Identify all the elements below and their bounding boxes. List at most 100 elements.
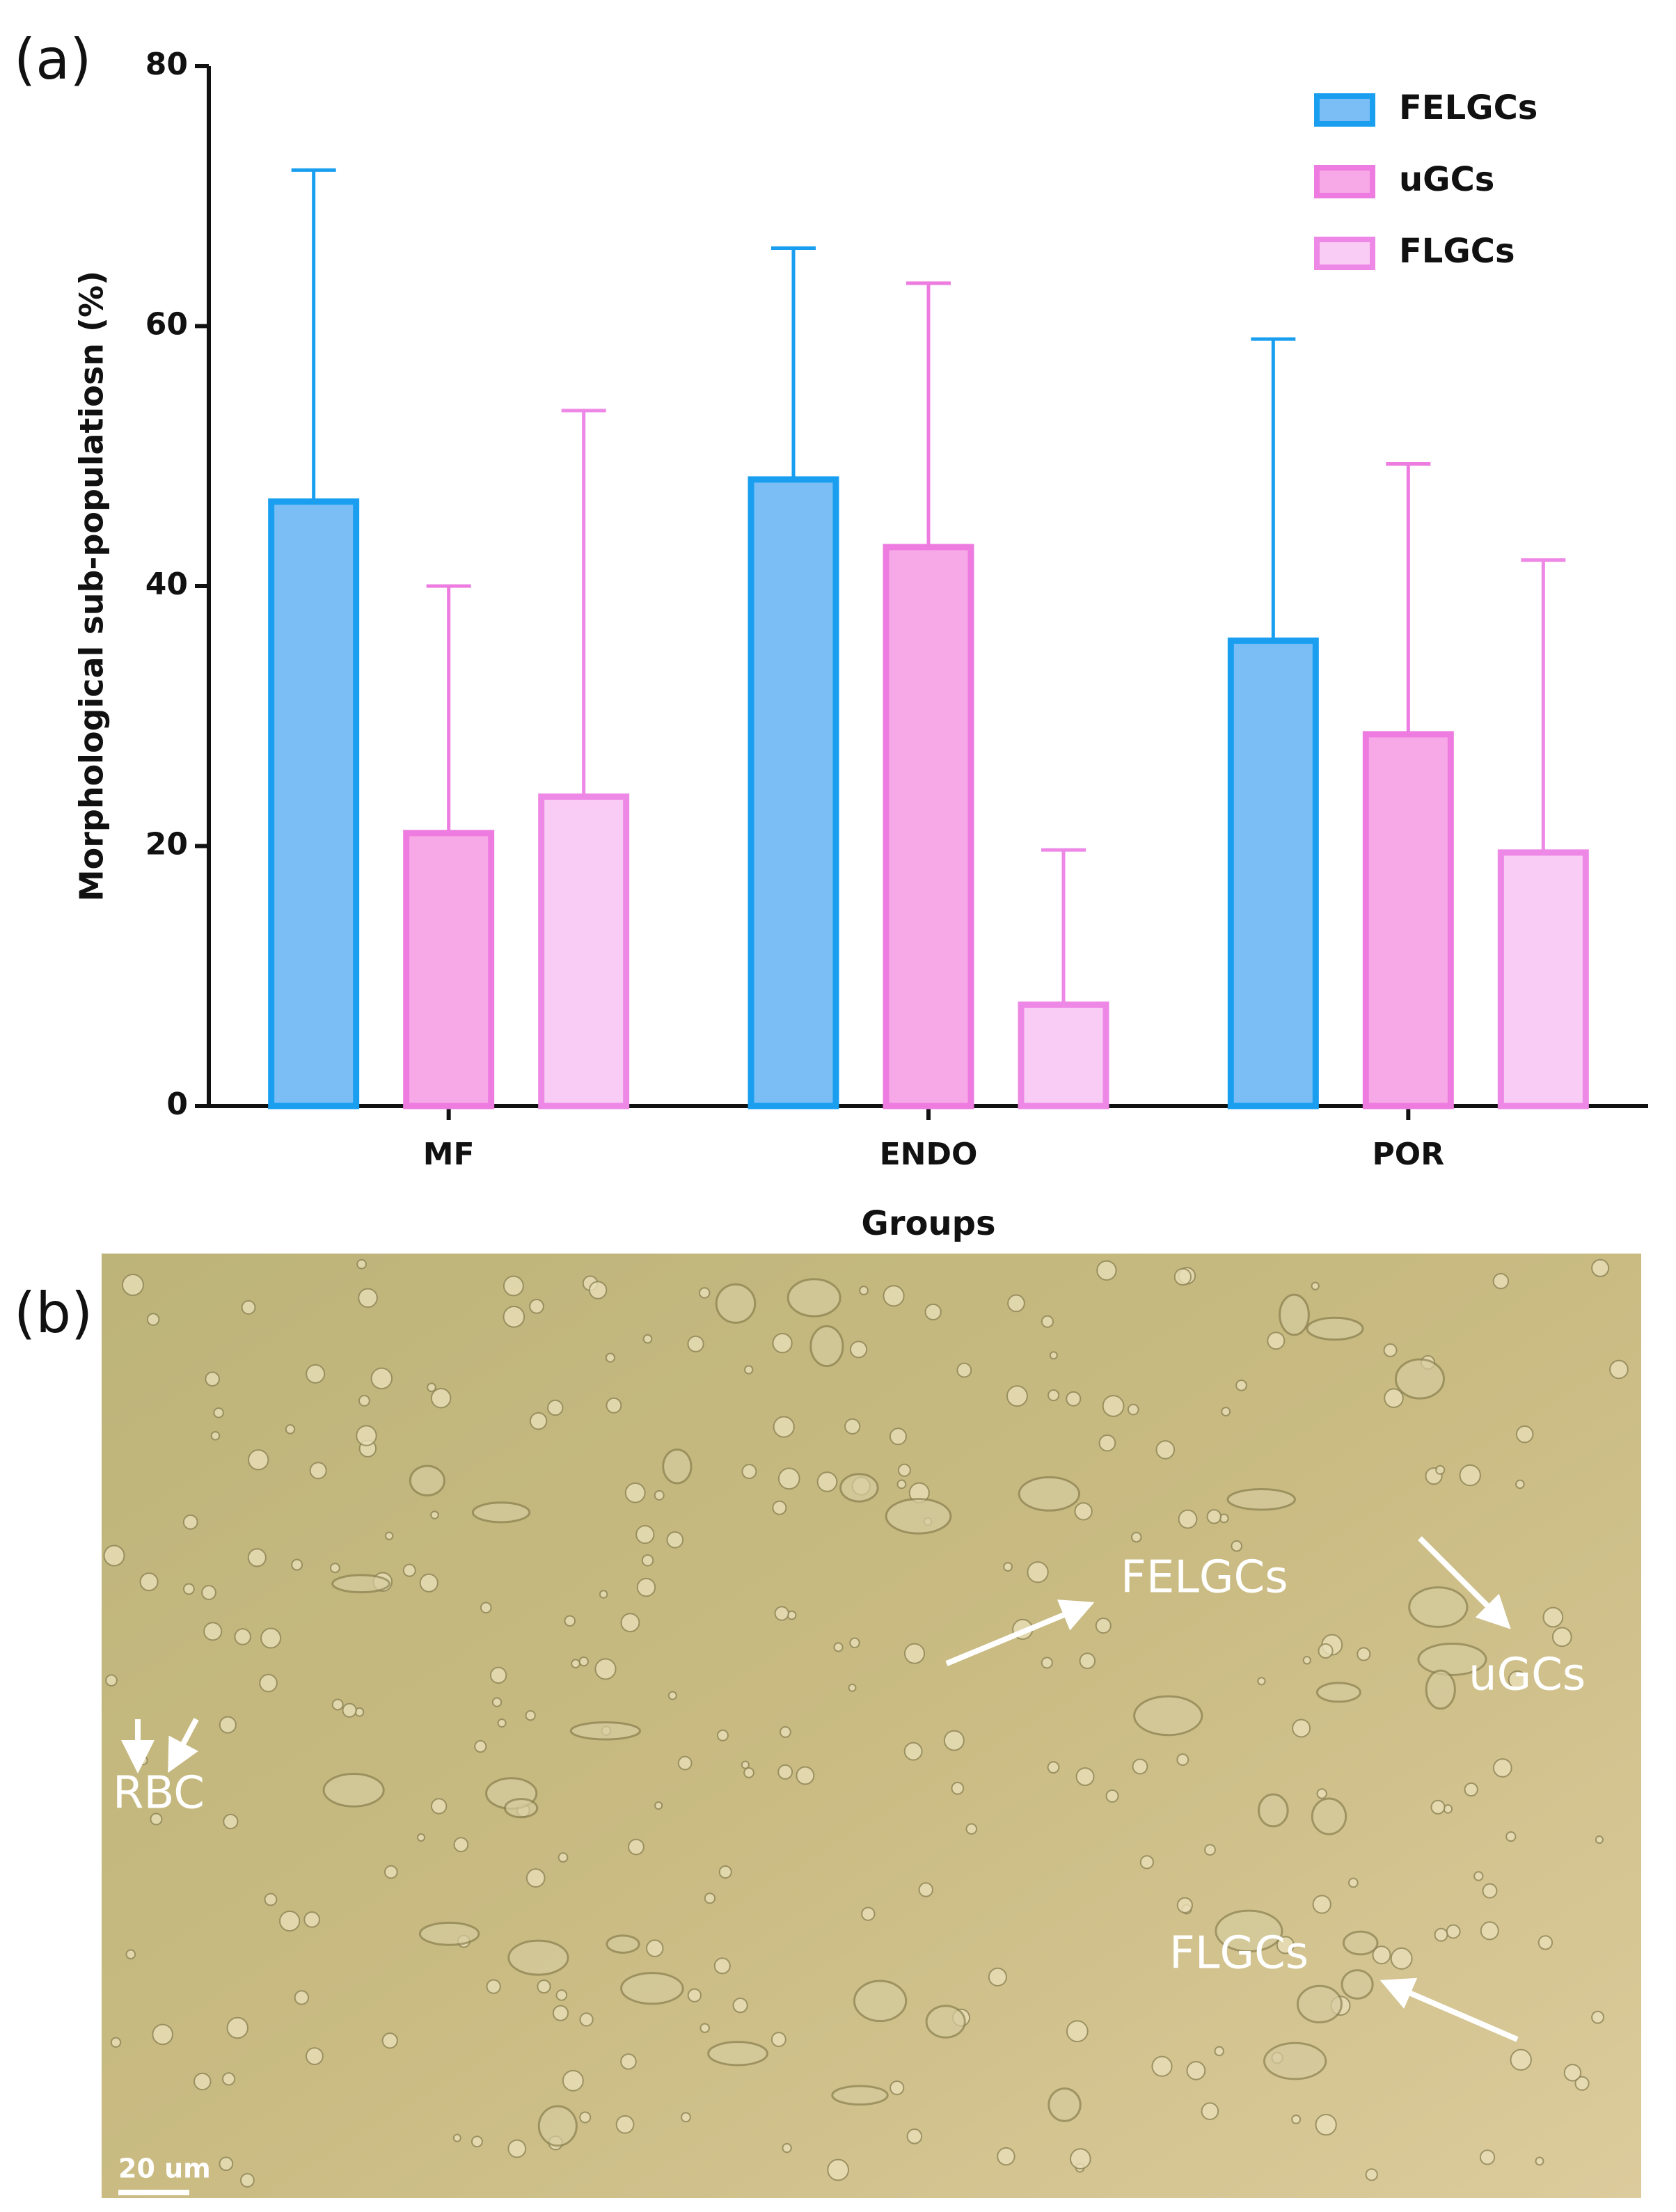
cell-dot: [489, 1666, 507, 1684]
cell-dot: [452, 2133, 461, 2142]
cell-dot: [110, 2037, 122, 2048]
cell-dot: [1070, 2148, 1091, 2170]
cell-dot: [704, 1893, 716, 1904]
cell-dot: [903, 1643, 926, 1664]
cell-dot: [558, 1852, 569, 1863]
y-tick-label: 60: [145, 307, 188, 342]
cell-dot: [1302, 1656, 1311, 1665]
cell-dot: [848, 1683, 857, 1692]
cell-dot: [139, 1572, 159, 1592]
cell-dot: [427, 1382, 436, 1393]
cell-dot: [480, 1602, 492, 1614]
cell-dot: [291, 1558, 303, 1571]
cell-dot: [486, 1979, 501, 1994]
cell-dot: [833, 1642, 844, 1652]
bar: [268, 498, 360, 1109]
cell: [1311, 1797, 1347, 1835]
cell-dot: [1079, 1652, 1096, 1670]
cell-dot: [182, 1514, 198, 1530]
cell-dot: [1446, 1924, 1461, 1939]
cell-dot: [213, 1407, 224, 1419]
cell-dot: [687, 1988, 702, 2002]
cell-dot: [342, 1703, 357, 1718]
cell-dot: [234, 1628, 251, 1645]
cell-dot: [773, 1416, 795, 1438]
annotations: [118, 1536, 1519, 2195]
cell-dot: [247, 1548, 267, 1567]
bar: [1497, 849, 1589, 1109]
cell-dot: [1007, 1294, 1025, 1313]
cell-dot: [1347, 1877, 1359, 1888]
cell: [1315, 1682, 1361, 1703]
cell-dot: [889, 1428, 907, 1446]
cell-dot: [303, 1911, 320, 1928]
cell-dot: [1434, 1927, 1448, 1942]
cell-dot: [779, 1726, 791, 1738]
cell-dot: [1201, 2102, 1219, 2120]
cell-dot: [849, 1637, 860, 1649]
cell-dot: [1048, 1389, 1060, 1402]
micrograph: [102, 1254, 1641, 2198]
cell-dot: [1075, 1767, 1095, 1787]
cell-dot: [1206, 1509, 1222, 1524]
bar: [403, 830, 495, 1109]
cell: [1215, 1909, 1283, 1953]
cell: [831, 2085, 889, 2106]
cell-dot: [529, 1298, 544, 1314]
cell-dot: [201, 1585, 216, 1600]
cell-dot: [1276, 1936, 1295, 1954]
cell-dot: [264, 1893, 278, 1906]
cell-dot: [285, 1424, 296, 1435]
cell-dot: [1542, 1606, 1564, 1628]
cell-dot: [956, 1362, 972, 1378]
cell-dot: [744, 1365, 754, 1375]
cell-dot: [564, 1615, 576, 1627]
cell-dot: [579, 2111, 592, 2124]
cell-dot: [309, 1462, 327, 1480]
cell-dot: [571, 1659, 580, 1669]
legend-swatch: [1314, 165, 1375, 198]
cell-dot: [384, 1865, 398, 1879]
cell-dot: [646, 1939, 664, 1957]
cell-dot: [988, 1967, 1007, 1986]
arrow: [168, 1718, 199, 1773]
cell-dot: [503, 1275, 524, 1297]
cell-dot: [1267, 1332, 1286, 1350]
panel-label: (b): [14, 1281, 93, 1345]
cell-dot: [732, 1998, 748, 2014]
cell-dot: [1535, 2156, 1544, 2166]
cell: [1408, 1586, 1469, 1628]
cell: [418, 1921, 480, 1946]
cell-dot: [770, 2032, 786, 2048]
x-tick-label: MF: [423, 1137, 475, 1172]
cell-dot: [105, 1674, 118, 1687]
cell-dot: [150, 1812, 163, 1826]
cell-dot: [1066, 2020, 1089, 2043]
cell-dot: [453, 1837, 469, 1853]
cell-dot: [774, 1606, 789, 1621]
cell-dot: [1257, 1677, 1266, 1686]
cell-dot: [782, 2142, 792, 2154]
cell-dot: [1510, 2048, 1532, 2071]
cell-dot: [121, 1274, 144, 1297]
cell: [331, 1574, 390, 1594]
cell-dot: [331, 1698, 344, 1711]
y-axis-label: Morphological sub-populatiosn (%): [73, 271, 111, 901]
cell-dot: [924, 1303, 942, 1321]
cell-dot: [491, 1697, 503, 1707]
cell-dot: [666, 1531, 684, 1549]
cell-dot: [1204, 1844, 1216, 1856]
cell-dot: [606, 1397, 622, 1414]
bar: [1227, 637, 1319, 1109]
arrow: [1418, 1536, 1511, 1629]
cell-dot: [1178, 1509, 1198, 1529]
cell: [707, 2041, 768, 2067]
cell-dot: [883, 1285, 905, 1307]
cell-dot: [1074, 1502, 1093, 1521]
cell: [1417, 1642, 1487, 1676]
cell-dot: [1430, 1799, 1446, 1815]
cell: [606, 1934, 640, 1954]
cell-dot: [223, 1813, 239, 1830]
cell-dot: [430, 1798, 448, 1815]
cell-dot: [997, 2147, 1015, 2166]
